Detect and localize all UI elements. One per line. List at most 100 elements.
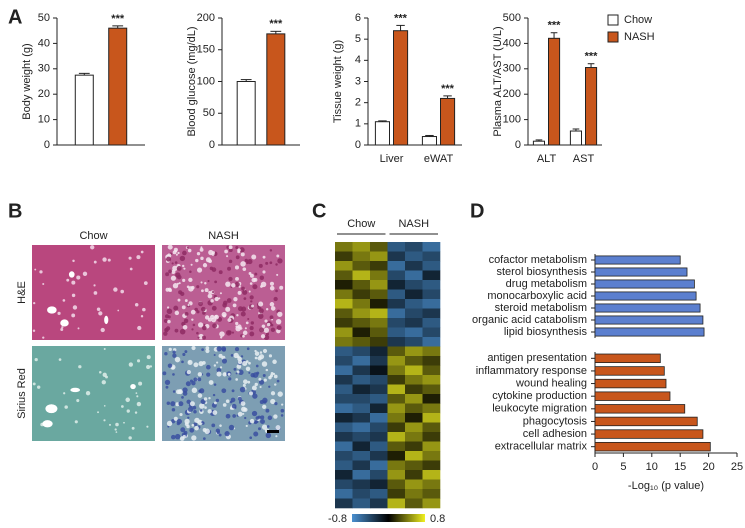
heatmap-cell xyxy=(387,413,406,423)
tissue-texture xyxy=(167,363,173,368)
tissue-texture xyxy=(189,427,195,433)
tissue-texture xyxy=(197,377,202,382)
heatmap-cell xyxy=(422,261,441,271)
tissue-texture xyxy=(102,372,107,377)
tissue-texture xyxy=(240,401,246,406)
y-tick-label: 0 xyxy=(44,139,50,151)
tissue-texture xyxy=(71,293,76,298)
heatmap-cell xyxy=(352,470,371,480)
heatmap-cell xyxy=(352,498,371,509)
tissue-texture xyxy=(186,424,190,429)
vessel xyxy=(42,420,53,428)
tissue-texture xyxy=(265,408,270,413)
tissue-texture xyxy=(215,428,220,433)
tissue-texture xyxy=(187,359,193,366)
heatmap-cell xyxy=(352,375,371,385)
tissue-texture xyxy=(188,277,193,283)
tissue-texture xyxy=(258,301,264,307)
heatmap-cell xyxy=(370,318,388,328)
y-tick-label: 30 xyxy=(38,63,50,75)
tissue-texture xyxy=(231,331,235,334)
tissue-texture xyxy=(221,311,227,318)
column-group-label: NASH xyxy=(398,218,429,230)
tissue-texture xyxy=(213,353,216,356)
tissue-texture xyxy=(174,356,181,363)
tissue-texture xyxy=(191,345,196,351)
tissue-texture xyxy=(274,383,277,386)
tissue-texture xyxy=(183,318,189,324)
tissue-texture xyxy=(257,356,262,361)
heatmap-cell xyxy=(387,479,406,490)
tissue-texture xyxy=(181,396,184,399)
bar xyxy=(594,366,665,376)
heatmap-cell xyxy=(405,394,423,404)
tissue-texture xyxy=(181,321,186,327)
heatmap-cell xyxy=(370,489,388,499)
heatmap-cell xyxy=(422,460,441,471)
tissue-texture xyxy=(249,326,254,331)
tissue-texture xyxy=(163,318,168,323)
heatmap-cell xyxy=(387,308,406,319)
tissue-texture xyxy=(175,253,178,256)
heatmap-cell xyxy=(422,356,441,366)
tissue-texture xyxy=(123,421,125,424)
tissue-texture xyxy=(57,311,61,315)
tissue-texture xyxy=(258,379,265,385)
tissue-texture xyxy=(219,331,225,337)
tissue-texture xyxy=(228,248,233,253)
heatmap-cell xyxy=(335,498,353,509)
heatmap-cell xyxy=(370,375,388,385)
tissue-texture xyxy=(197,336,200,339)
tissue-texture xyxy=(168,269,173,274)
tissue-texture xyxy=(219,424,222,427)
tissue-texture xyxy=(168,347,172,351)
tissue-texture xyxy=(201,325,207,331)
heatmap-cell xyxy=(335,299,353,309)
tissue-texture xyxy=(184,350,188,354)
heatmap-cell xyxy=(370,432,388,442)
heatmap-cell xyxy=(422,327,441,338)
tissue-texture xyxy=(245,366,251,372)
heatmap-cell xyxy=(422,346,441,357)
tissue-texture xyxy=(202,437,206,441)
tissue-texture xyxy=(72,259,75,263)
bar xyxy=(421,136,437,146)
y-tick-label: 50 xyxy=(203,107,215,119)
tissue-texture xyxy=(146,365,151,370)
tissue-texture xyxy=(248,290,251,293)
tissue-texture xyxy=(100,327,105,333)
tissue-texture xyxy=(166,420,173,427)
tissue-texture xyxy=(78,365,82,369)
tissue-texture xyxy=(229,407,233,410)
category-label: steroid metabolism xyxy=(495,302,587,314)
heatmap-cell xyxy=(370,403,388,414)
heatmap-cell xyxy=(335,394,353,404)
tissue-texture xyxy=(34,358,38,362)
tissue-texture xyxy=(98,311,103,316)
heatmap-cell xyxy=(370,337,388,347)
tissue-texture xyxy=(264,319,268,323)
tissue-texture xyxy=(215,398,220,403)
tissue-texture xyxy=(252,284,258,290)
tissue-texture xyxy=(242,412,245,415)
panel-label: C xyxy=(312,200,326,222)
tissue-texture xyxy=(128,436,132,440)
heatmap-cell xyxy=(352,432,371,442)
y-tick-label: 200 xyxy=(503,88,521,100)
tissue-texture xyxy=(202,335,207,340)
tissue-texture xyxy=(227,318,232,322)
tissue-texture xyxy=(172,283,179,289)
heatmap-cell xyxy=(422,403,441,414)
tissue-texture xyxy=(216,361,219,364)
heatmap-cell xyxy=(405,318,423,328)
tissue-texture xyxy=(242,383,246,387)
heatmap-cell xyxy=(335,337,353,347)
significance: *** xyxy=(269,18,283,30)
y-axis-label: Tissue weight (g) xyxy=(332,40,344,123)
tissue-texture xyxy=(234,347,240,352)
tissue-texture xyxy=(136,395,139,398)
tissue-texture xyxy=(230,397,236,403)
tissue-texture xyxy=(249,418,255,424)
tissue-texture xyxy=(267,415,273,421)
vessel xyxy=(104,315,109,325)
